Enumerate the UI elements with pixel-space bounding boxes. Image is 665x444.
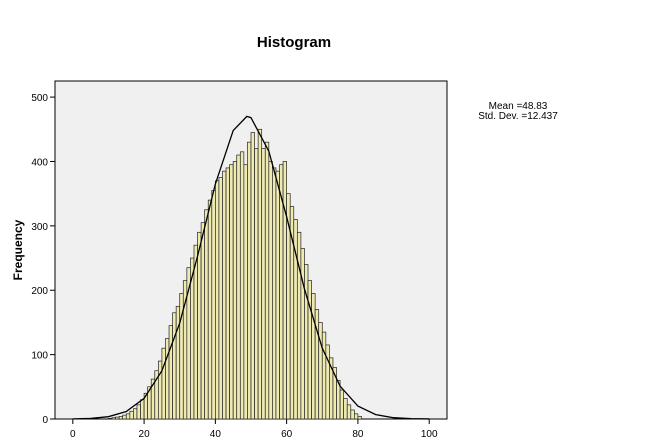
- bar: [300, 248, 305, 420]
- bar: [122, 414, 127, 420]
- bar: [254, 148, 259, 420]
- bar: [111, 417, 116, 420]
- bar: [247, 141, 252, 420]
- y-tick-label: 500: [31, 93, 48, 104]
- bar: [275, 170, 280, 420]
- bar: [168, 325, 173, 420]
- bar: [108, 418, 113, 420]
- bar: [304, 264, 309, 420]
- y-tick-label: 200: [31, 286, 48, 297]
- bar: [343, 398, 348, 420]
- bar: [261, 148, 266, 420]
- x-tick-label: 100: [421, 429, 438, 440]
- x-tick-label: 80: [352, 429, 364, 440]
- stat-sd: Std. Dev. =12.437: [478, 111, 558, 122]
- bar: [243, 164, 248, 420]
- y-axis-label: Frequency: [11, 219, 25, 280]
- bar: [204, 209, 209, 420]
- bar: [218, 177, 223, 420]
- bar: [161, 347, 166, 420]
- bar: [172, 312, 177, 420]
- bar: [321, 331, 327, 420]
- bar: [350, 409, 355, 420]
- y-tick-label: 400: [31, 157, 48, 168]
- bar: [272, 167, 277, 420]
- bar: [165, 338, 170, 420]
- bar: [136, 404, 141, 420]
- y-tick-label: 0: [42, 415, 48, 426]
- bar: [357, 416, 362, 420]
- bar: [239, 151, 245, 420]
- bar: [257, 128, 263, 420]
- bar: [250, 132, 255, 420]
- bar: [133, 408, 138, 420]
- bar: [157, 360, 163, 420]
- bar: [346, 404, 352, 420]
- bar: [193, 244, 198, 420]
- bar: [118, 416, 124, 420]
- bar: [115, 416, 120, 420]
- stat-mean: Mean =48.83: [489, 101, 548, 112]
- bar: [222, 170, 227, 420]
- bar: [339, 389, 345, 420]
- x-tick-label: 20: [139, 429, 151, 440]
- bar: [129, 410, 134, 420]
- bar: [236, 154, 241, 420]
- bar: [125, 413, 131, 420]
- bar: [207, 199, 213, 420]
- bar: [215, 180, 220, 420]
- chart-title: Histogram: [257, 34, 331, 51]
- x-tick-label: 0: [70, 429, 76, 440]
- bar: [282, 161, 287, 420]
- bar: [225, 167, 230, 420]
- bar: [264, 141, 270, 420]
- bar: [140, 399, 145, 420]
- bar: [211, 190, 216, 420]
- y-tick-label: 300: [31, 222, 48, 233]
- bar: [200, 222, 206, 420]
- x-tick-label: 60: [281, 429, 293, 440]
- y-tick-label: 100: [31, 351, 48, 362]
- bar: [232, 161, 238, 420]
- bar: [229, 164, 234, 420]
- normal-curve: [72, 115, 430, 420]
- bar: [197, 231, 202, 420]
- bar: [353, 413, 359, 420]
- x-tick-label: 40: [210, 429, 222, 440]
- bar: [268, 161, 273, 420]
